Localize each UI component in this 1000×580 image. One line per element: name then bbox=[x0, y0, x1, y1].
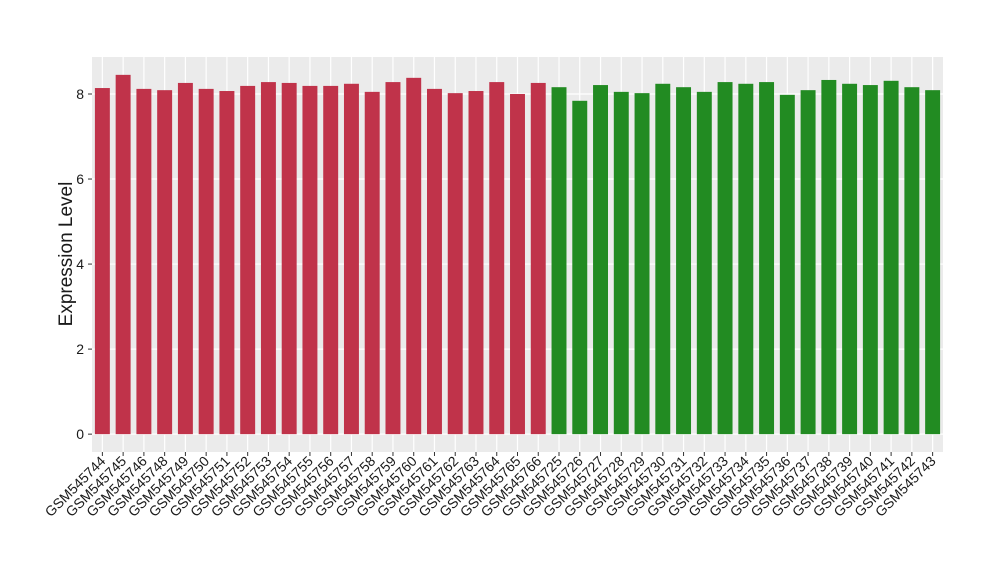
bar bbox=[240, 85, 256, 435]
bar bbox=[94, 88, 110, 435]
y-tick-label: 0 bbox=[76, 426, 84, 442]
bar bbox=[406, 77, 422, 435]
bar bbox=[925, 90, 941, 435]
bar bbox=[883, 80, 899, 435]
bar bbox=[696, 91, 712, 435]
bar bbox=[593, 85, 608, 435]
bar bbox=[779, 94, 795, 435]
bar bbox=[676, 87, 692, 435]
bar bbox=[219, 91, 235, 435]
bar bbox=[260, 82, 276, 435]
bar bbox=[427, 88, 442, 435]
bar bbox=[572, 100, 588, 435]
bar bbox=[634, 93, 650, 435]
bar bbox=[530, 82, 546, 435]
bar bbox=[447, 93, 463, 435]
bar bbox=[717, 82, 733, 435]
bar bbox=[489, 82, 505, 435]
bar bbox=[759, 82, 775, 435]
y-tick-label: 8 bbox=[76, 86, 84, 102]
bar bbox=[468, 91, 484, 435]
bar bbox=[281, 82, 297, 435]
bar bbox=[385, 82, 401, 435]
bar bbox=[136, 88, 152, 435]
bar bbox=[343, 83, 359, 435]
bar bbox=[302, 85, 318, 435]
bar bbox=[842, 83, 858, 435]
bar bbox=[323, 85, 339, 435]
bar bbox=[821, 79, 837, 435]
bar bbox=[800, 90, 816, 435]
bar bbox=[157, 90, 173, 435]
bar bbox=[198, 88, 214, 435]
bar bbox=[115, 74, 131, 435]
y-tick-label: 2 bbox=[76, 341, 84, 357]
bar bbox=[551, 87, 567, 435]
bar bbox=[862, 85, 878, 435]
y-tick-label: 6 bbox=[76, 171, 84, 187]
bar bbox=[177, 82, 193, 435]
bar bbox=[655, 83, 671, 435]
bar bbox=[613, 91, 629, 435]
bar bbox=[738, 83, 754, 435]
y-tick-label: 4 bbox=[76, 256, 84, 272]
y-axis-label: Expression Level bbox=[56, 182, 77, 327]
bar bbox=[904, 87, 920, 435]
bar bbox=[510, 93, 525, 435]
bar bbox=[364, 91, 380, 435]
